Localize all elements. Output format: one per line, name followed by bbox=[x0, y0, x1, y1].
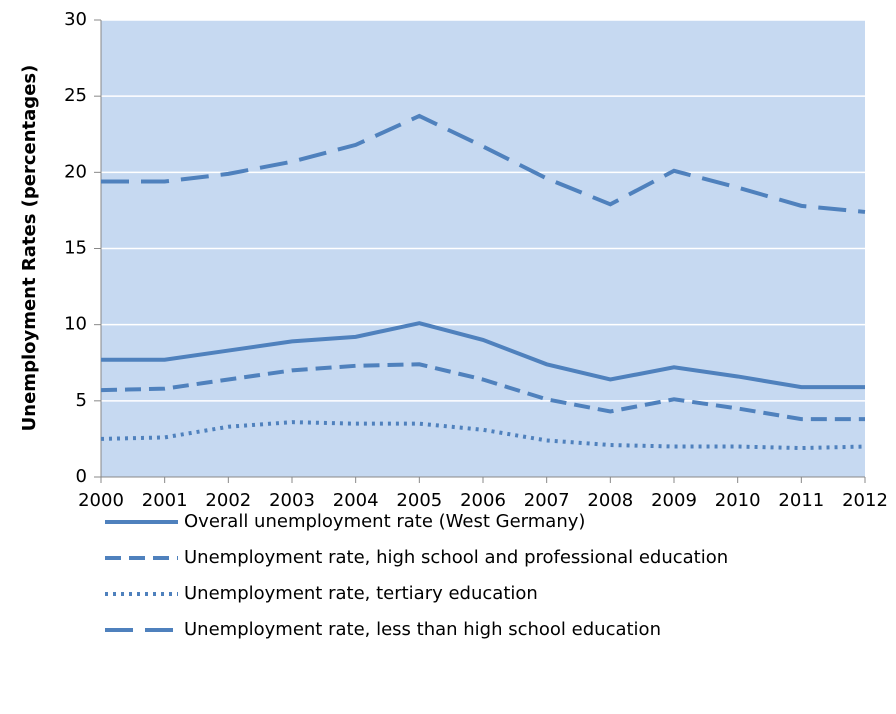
y-tick-label: 0 bbox=[76, 466, 87, 487]
x-tick-label: 2006 bbox=[460, 490, 506, 511]
legend-label: Overall unemployment rate (West Germany) bbox=[184, 511, 585, 532]
x-tick-label: 2011 bbox=[778, 490, 824, 511]
y-tick-label: 30 bbox=[64, 9, 87, 30]
x-tick-label: 2001 bbox=[142, 490, 188, 511]
x-tick-label: 2012 bbox=[842, 490, 888, 511]
y-tick-label: 15 bbox=[64, 238, 87, 259]
y-tick-label: 25 bbox=[64, 85, 87, 106]
x-tick-label: 2008 bbox=[587, 490, 633, 511]
x-tick-label: 2003 bbox=[269, 490, 315, 511]
series-line bbox=[100, 420, 866, 451]
x-tick-label: 2005 bbox=[396, 490, 442, 511]
legend-label: Unemployment rate, less than high school… bbox=[184, 619, 661, 640]
y-tick-label: 10 bbox=[64, 314, 87, 335]
x-tick-label: 2010 bbox=[715, 490, 761, 511]
legend-label: Unemployment rate, high school and profe… bbox=[184, 547, 728, 568]
series-line bbox=[101, 113, 866, 214]
legend-label: Unemployment rate, tertiary education bbox=[184, 583, 538, 604]
x-tick-label: 2007 bbox=[524, 490, 570, 511]
series-line bbox=[101, 321, 865, 390]
y-tick-label: 20 bbox=[64, 161, 87, 182]
x-tick-label: 2004 bbox=[333, 490, 379, 511]
x-tick-label: 2000 bbox=[78, 490, 124, 511]
series-line bbox=[100, 362, 865, 422]
y-tick-label: 5 bbox=[76, 390, 87, 411]
x-tick-label: 2009 bbox=[651, 490, 697, 511]
y-axis-label: Unemployment Rates (percentages) bbox=[19, 65, 40, 432]
x-tick-label: 2002 bbox=[205, 490, 251, 511]
